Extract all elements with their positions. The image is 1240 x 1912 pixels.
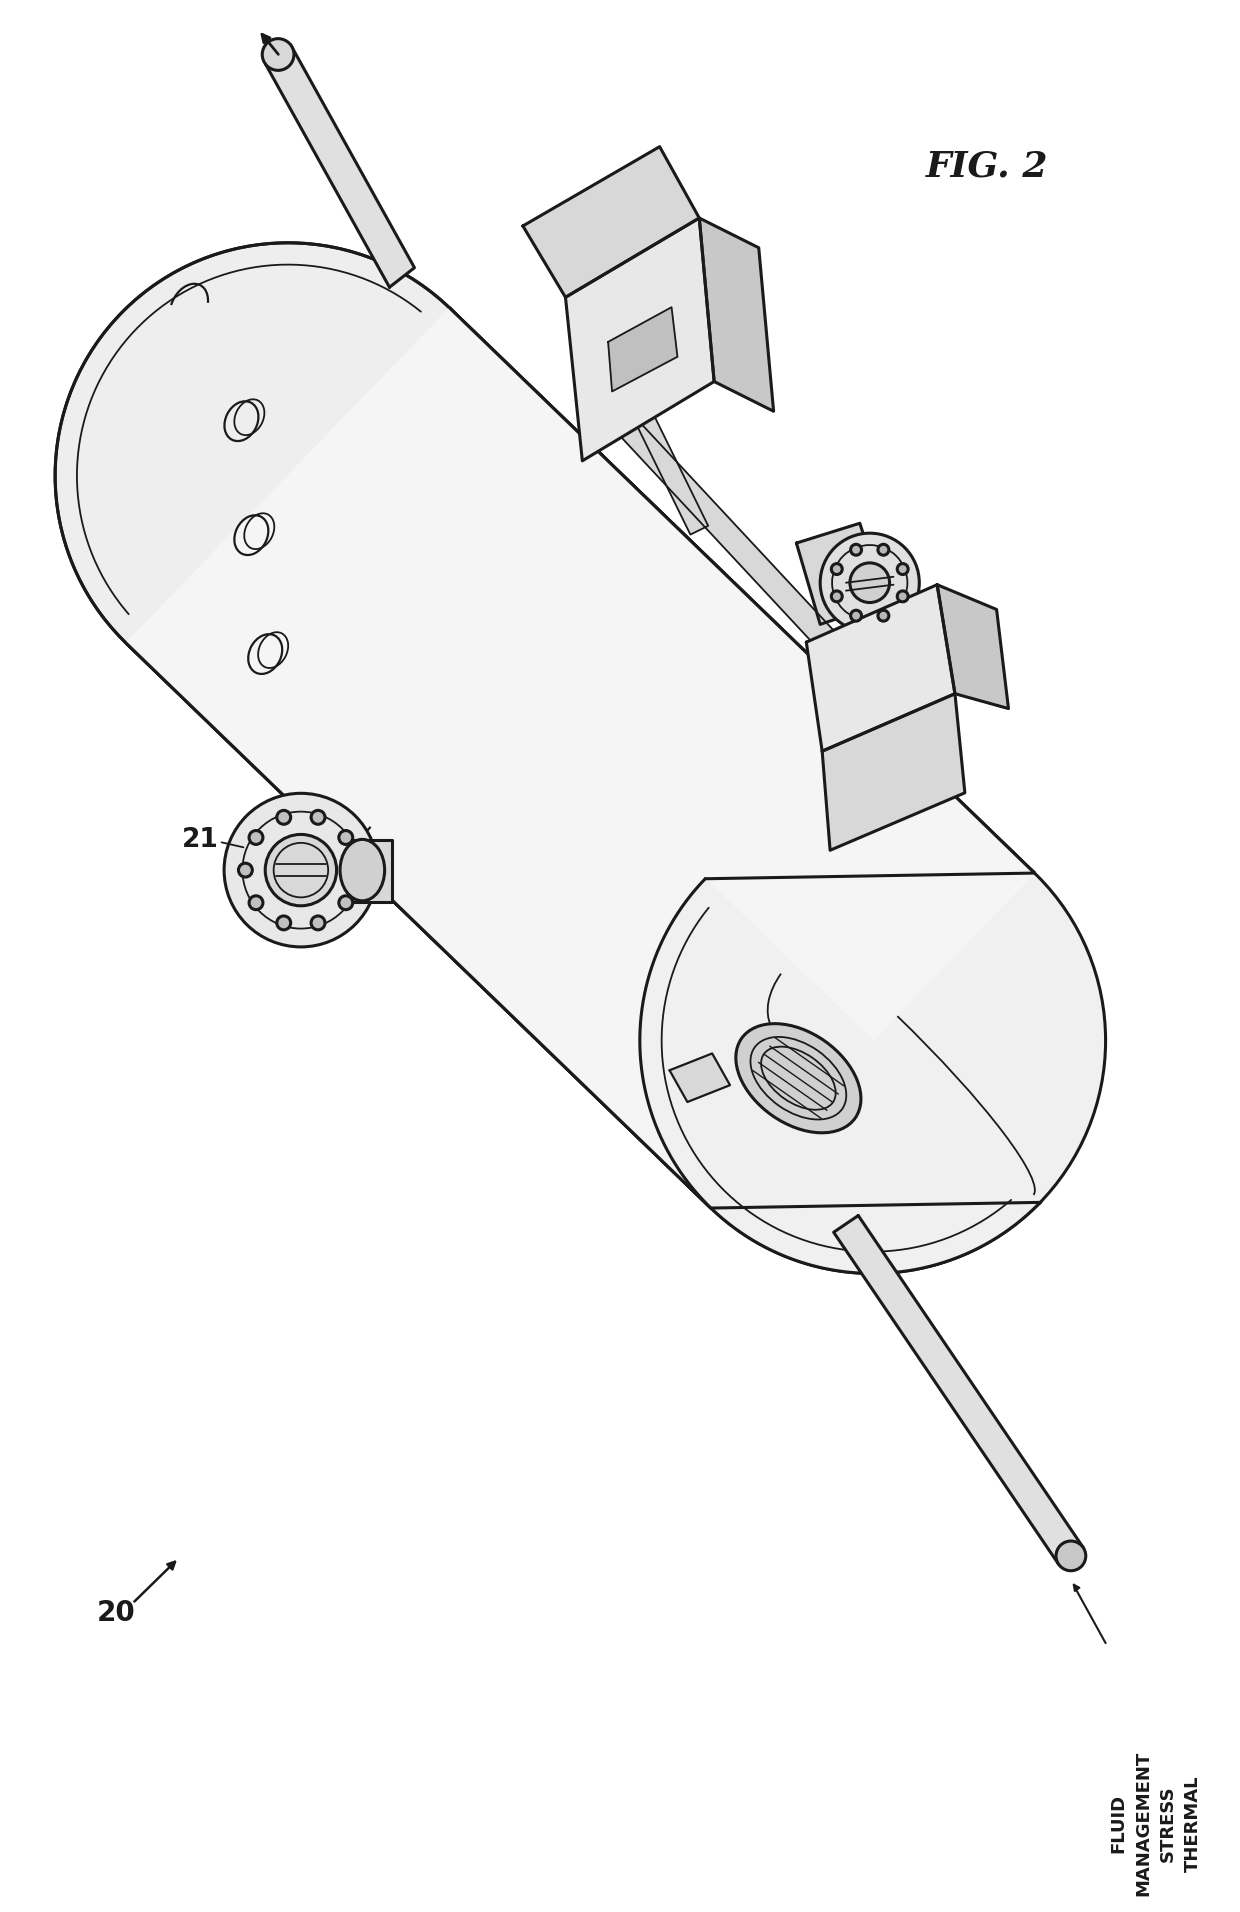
Ellipse shape (849, 562, 889, 602)
Polygon shape (640, 880, 1040, 1273)
Ellipse shape (735, 1023, 861, 1132)
Text: FLUID: FLUID (1110, 1793, 1127, 1853)
Ellipse shape (831, 591, 842, 602)
Polygon shape (565, 218, 714, 461)
Ellipse shape (262, 38, 294, 71)
Polygon shape (822, 694, 965, 851)
Ellipse shape (249, 830, 263, 845)
Text: THERMAL: THERMAL (1184, 1774, 1202, 1872)
Polygon shape (699, 218, 774, 411)
Ellipse shape (339, 897, 352, 910)
Ellipse shape (1056, 1541, 1086, 1572)
Polygon shape (608, 308, 677, 392)
Ellipse shape (311, 916, 325, 929)
Polygon shape (833, 1216, 1084, 1564)
Ellipse shape (831, 564, 842, 574)
Polygon shape (265, 44, 414, 287)
Polygon shape (582, 379, 867, 683)
Polygon shape (670, 1054, 730, 1101)
Ellipse shape (277, 811, 290, 824)
Text: FIG. 2: FIG. 2 (925, 149, 1048, 184)
Ellipse shape (340, 839, 384, 901)
Ellipse shape (878, 610, 889, 621)
Polygon shape (126, 308, 1034, 1208)
Polygon shape (126, 308, 1034, 1208)
Ellipse shape (238, 862, 252, 878)
Polygon shape (796, 524, 885, 625)
Ellipse shape (339, 830, 352, 845)
Text: STRESS: STRESS (1159, 1786, 1177, 1862)
Text: 21: 21 (182, 828, 218, 853)
Ellipse shape (851, 545, 862, 554)
Ellipse shape (898, 591, 908, 602)
Ellipse shape (265, 834, 336, 906)
Ellipse shape (640, 807, 1106, 1273)
Ellipse shape (350, 862, 363, 878)
Ellipse shape (820, 533, 919, 633)
Ellipse shape (851, 610, 862, 621)
Ellipse shape (277, 916, 290, 929)
Ellipse shape (311, 811, 325, 824)
Text: MANAGEMENT: MANAGEMENT (1135, 1751, 1152, 1897)
Polygon shape (614, 371, 708, 535)
Polygon shape (523, 147, 699, 296)
Ellipse shape (55, 243, 521, 709)
Text: 20: 20 (97, 1598, 136, 1627)
Polygon shape (937, 585, 1008, 709)
Polygon shape (352, 841, 392, 902)
Ellipse shape (224, 793, 378, 946)
Ellipse shape (249, 897, 263, 910)
Polygon shape (126, 308, 1034, 1208)
Polygon shape (806, 585, 955, 751)
Ellipse shape (898, 564, 908, 574)
Ellipse shape (702, 876, 1043, 1206)
Polygon shape (126, 308, 1034, 1208)
Ellipse shape (702, 876, 1043, 1206)
Ellipse shape (878, 545, 889, 554)
